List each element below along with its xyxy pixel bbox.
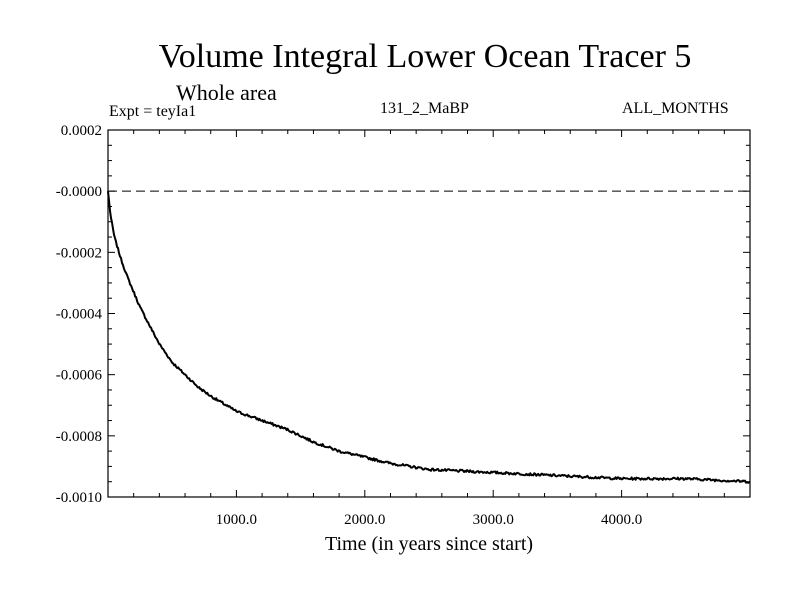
- plot-frame: [107, 129, 751, 498]
- y-tick-label: -0.0010: [56, 490, 102, 506]
- x-tick-label: 3000.0: [473, 512, 514, 528]
- chart-title: Volume Integral Lower Ocean Tracer 5: [158, 38, 692, 75]
- experiment-label: Expt = teyIa1: [109, 103, 197, 120]
- y-tick-label: -0.0000: [56, 184, 102, 200]
- x-tick-label: 2000.0: [344, 512, 385, 528]
- series-line: [107, 191, 751, 484]
- y-tick-label: -0.0002: [56, 245, 102, 261]
- period-label: 131_2_MaBP: [380, 100, 469, 117]
- x-axis: 1000.0 2000.0 3000.0 4000.0: [133, 130, 725, 528]
- x-tick-label: 4000.0: [601, 512, 642, 528]
- y-tick-label: -0.0008: [56, 429, 102, 445]
- y-tick-label: -0.0006: [56, 368, 103, 384]
- x-axis-label: Time (in years since start): [325, 533, 533, 555]
- y-axis: 0.0002 -0.0000 -0.0002 -0.0004 -0.0006 -0.000…: [56, 123, 750, 506]
- y-tick-label: -0.0004: [56, 307, 103, 323]
- y-tick-label: 0.0002: [61, 123, 102, 139]
- x-tick-label: 1000.0: [216, 512, 257, 528]
- chart-subtitle: Whole area: [176, 80, 277, 105]
- months-label: ALL_MONTHS: [622, 100, 729, 117]
